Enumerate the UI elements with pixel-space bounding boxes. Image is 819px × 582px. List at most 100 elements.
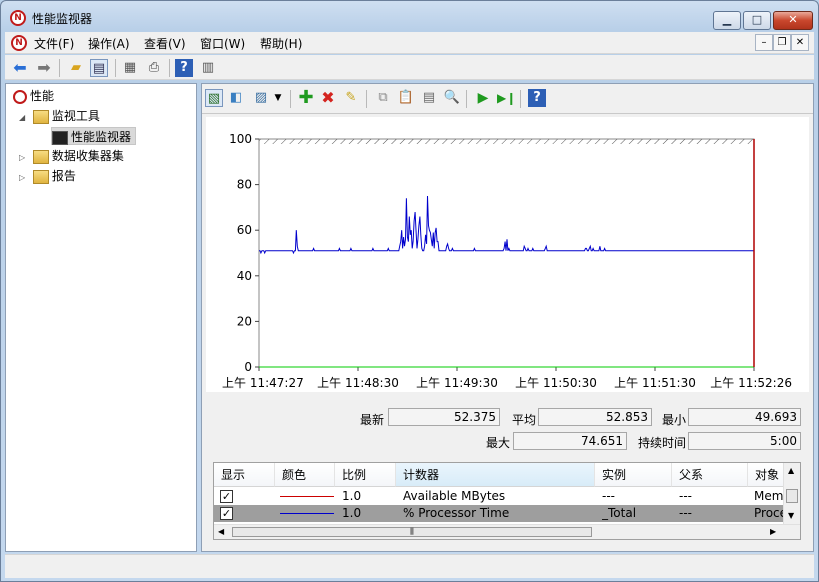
collapsed-triangle-icon[interactable]: ▷ bbox=[19, 153, 26, 162]
copy-properties-icon[interactable]: ⧉ bbox=[378, 90, 388, 105]
up-folder-icon[interactable]: ▰ bbox=[71, 60, 81, 75]
scroll-up-icon[interactable]: ▲ bbox=[788, 466, 795, 475]
toolbar-separator bbox=[520, 90, 521, 108]
tree-label: 数据收集器集 bbox=[51, 149, 124, 163]
toolbar-separator bbox=[115, 59, 116, 77]
change-graph-type-icon[interactable]: ▨ bbox=[254, 90, 268, 105]
help-icon[interactable]: ? bbox=[175, 59, 193, 77]
maximize-button[interactable]: □ bbox=[743, 11, 771, 30]
help-icon[interactable]: ? bbox=[528, 89, 546, 107]
column-header-scale[interactable]: 比例 bbox=[335, 463, 396, 487]
y-tick-label: 100 bbox=[229, 132, 252, 146]
vertical-scrollbar[interactable]: ▲ ▼ bbox=[783, 463, 800, 525]
series-color-swatch bbox=[280, 496, 334, 497]
scroll-thumb[interactable] bbox=[786, 489, 798, 503]
tree-label: 报告 bbox=[51, 169, 76, 183]
counter-cell: Available MBytes bbox=[403, 489, 506, 503]
hscroll-thumb[interactable]: ⫼ bbox=[232, 527, 592, 537]
column-header-object[interactable]: 对象 bbox=[748, 463, 784, 487]
highlight-icon[interactable]: ✎ bbox=[345, 90, 357, 105]
scroll-right-icon[interactable]: ▶ bbox=[770, 527, 777, 536]
toolbar-separator bbox=[59, 59, 60, 77]
toolbar-separator bbox=[169, 59, 170, 77]
window-title: 性能监视器 bbox=[32, 12, 93, 26]
column-header-show[interactable]: 显示 bbox=[214, 463, 275, 487]
scroll-down-icon[interactable]: ▼ bbox=[788, 511, 795, 520]
object-cell: Processor bbox=[754, 506, 784, 520]
monitor-chart-icon bbox=[52, 130, 68, 145]
tree-label: 性能 bbox=[30, 89, 55, 103]
document-menu-icon[interactable]: N bbox=[11, 35, 27, 51]
properties-icon[interactable]: ▤ bbox=[422, 90, 436, 105]
minimize-button[interactable]: ▁ bbox=[713, 11, 741, 30]
print-icon[interactable]: ⎙ bbox=[148, 60, 160, 75]
minimum-label: 最小 bbox=[661, 413, 686, 427]
forward-arrow-icon[interactable]: ➡ bbox=[37, 58, 51, 77]
mdi-minimize-button[interactable]: – bbox=[755, 34, 773, 51]
show-hide-console-tree-icon[interactable]: ▤ bbox=[90, 59, 108, 77]
maximum-label: 最大 bbox=[485, 436, 510, 450]
toolbar-separator bbox=[290, 90, 291, 108]
menu-window[interactable]: 窗口(W) bbox=[200, 37, 246, 51]
dropdown-arrow-icon[interactable]: ▼ bbox=[274, 93, 282, 103]
column-header-color[interactable]: 颜色 bbox=[275, 463, 335, 487]
x-tick-label: 上午 11:50:30 bbox=[515, 376, 597, 390]
tree-item-performance[interactable]: 性能 bbox=[13, 87, 54, 105]
menu-help[interactable]: 帮助(H) bbox=[260, 37, 303, 51]
tree-item-monitoring-tools[interactable]: ◢ 监视工具 bbox=[19, 107, 100, 125]
zoom-icon[interactable]: 🔍 bbox=[443, 90, 461, 105]
parent-cell: --- bbox=[679, 506, 692, 520]
show-checkbox[interactable]: ✓ bbox=[220, 507, 233, 520]
scale-cell: 1.0 bbox=[342, 506, 362, 520]
x-tick-label: 上午 11:48:30 bbox=[317, 376, 399, 390]
show-checkbox[interactable]: ✓ bbox=[220, 490, 233, 503]
close-button[interactable]: ✕ bbox=[773, 11, 813, 30]
y-tick-label: 20 bbox=[237, 314, 252, 328]
tree-item-performance-monitor[interactable]: 性能监视器 bbox=[51, 127, 137, 145]
x-tick-label: 上午 11:51:30 bbox=[614, 376, 696, 390]
last-label: 最新 bbox=[359, 413, 384, 427]
tree-label: 性能监视器 bbox=[71, 130, 132, 144]
folder-icon bbox=[32, 149, 49, 164]
x-tick-label: 上午 11:47:27 bbox=[222, 376, 304, 390]
toolbar-separator bbox=[366, 90, 367, 108]
maximum-value-field: 74.651 bbox=[513, 432, 627, 450]
mdi-restore-button[interactable]: ❐ bbox=[773, 34, 791, 51]
collapsed-triangle-icon[interactable]: ▷ bbox=[19, 173, 26, 182]
counter-cell: % Processor Time bbox=[403, 506, 510, 520]
horizontal-scrollbar[interactable]: ◀ ⫼ ▶ bbox=[214, 524, 800, 539]
mdi-close-button[interactable]: ✕ bbox=[791, 34, 809, 51]
action-pane-icon[interactable]: ▥ bbox=[201, 60, 215, 75]
scroll-left-icon[interactable]: ◀ bbox=[218, 527, 225, 536]
max-range-band bbox=[259, 139, 754, 144]
tree-item-reports[interactable]: ▷ 报告 bbox=[19, 167, 76, 185]
menu-file[interactable]: 文件(F) bbox=[34, 37, 75, 51]
column-header-instance[interactable]: 实例 bbox=[595, 463, 672, 487]
parent-cell: --- bbox=[679, 489, 692, 503]
menu-view[interactable]: 查看(V) bbox=[144, 37, 186, 51]
unfreeze-display-icon[interactable]: ▶ bbox=[477, 90, 489, 106]
table-row[interactable]: ✓ 1.0 Available MBytes --- --- Memory bbox=[214, 488, 784, 505]
toolbar-separator bbox=[466, 90, 467, 108]
paste-counter-list-icon[interactable]: 📋 bbox=[397, 90, 415, 105]
y-tick-label: 60 bbox=[237, 223, 252, 237]
back-arrow-icon[interactable]: ⬅ bbox=[13, 58, 27, 77]
title-bar: N 性能监视器 ▁ □ ✕ bbox=[1, 1, 818, 31]
column-header-counter[interactable]: 计数器 bbox=[396, 463, 595, 487]
menu-action[interactable]: 操作(A) bbox=[88, 37, 130, 51]
y-tick-label: 0 bbox=[244, 360, 252, 374]
add-counter-icon[interactable]: ✚ bbox=[298, 87, 314, 108]
main-toolbar: ⬅ ➡ ▰ ▤ ▦ ⎙ ? ▥ bbox=[5, 55, 814, 80]
properties-icon[interactable]: ▦ bbox=[123, 60, 137, 75]
column-header-parent[interactable]: 父系 bbox=[672, 463, 748, 487]
expanded-triangle-icon[interactable]: ◢ bbox=[19, 113, 26, 122]
tree-label: 监视工具 bbox=[51, 109, 100, 123]
update-data-icon[interactable]: ▶❙ bbox=[497, 91, 517, 105]
tree-item-data-collector-sets[interactable]: ▷ 数据收集器集 bbox=[19, 147, 124, 165]
instance-cell: --- bbox=[602, 489, 615, 503]
table-row[interactable]: ✓ 1.0 % Processor Time _Total --- Proces… bbox=[214, 505, 784, 522]
view-current-activity-icon[interactable]: ▧ bbox=[205, 89, 223, 107]
folder-icon bbox=[32, 109, 49, 124]
view-log-data-icon[interactable]: ◧ bbox=[229, 90, 243, 105]
delete-counter-icon[interactable]: ✖ bbox=[321, 88, 335, 107]
